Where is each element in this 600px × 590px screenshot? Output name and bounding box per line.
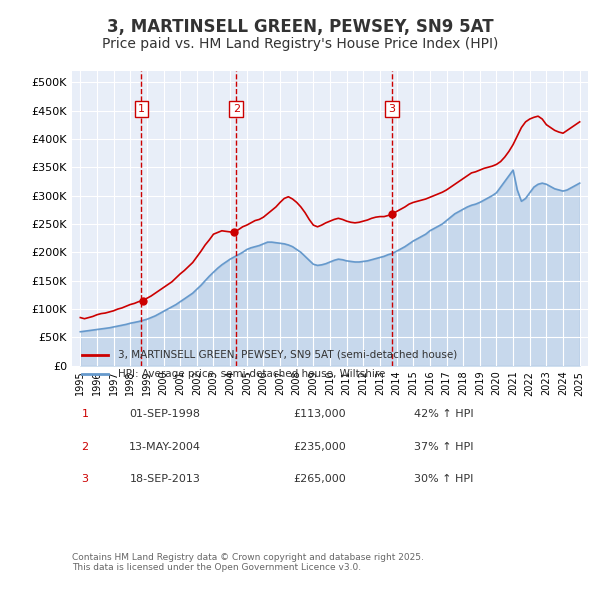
Text: 42% ↑ HPI: 42% ↑ HPI — [414, 409, 473, 419]
Text: HPI: Average price, semi-detached house, Wiltshire: HPI: Average price, semi-detached house,… — [118, 369, 386, 379]
Text: 3, MARTINSELL GREEN, PEWSEY, SN9 5AT: 3, MARTINSELL GREEN, PEWSEY, SN9 5AT — [107, 18, 493, 35]
Text: £235,000: £235,000 — [293, 442, 346, 452]
Text: 3: 3 — [82, 474, 88, 484]
Text: 37% ↑ HPI: 37% ↑ HPI — [414, 442, 473, 452]
Text: Price paid vs. HM Land Registry's House Price Index (HPI): Price paid vs. HM Land Registry's House … — [102, 37, 498, 51]
Text: 2: 2 — [233, 104, 240, 114]
Text: Contains HM Land Registry data © Crown copyright and database right 2025.
This d: Contains HM Land Registry data © Crown c… — [72, 553, 424, 572]
Text: 1: 1 — [82, 409, 88, 419]
Text: £113,000: £113,000 — [293, 409, 346, 419]
Text: 2: 2 — [82, 442, 88, 452]
Text: 30% ↑ HPI: 30% ↑ HPI — [414, 474, 473, 484]
Text: 1: 1 — [138, 104, 145, 114]
Text: 3, MARTINSELL GREEN, PEWSEY, SN9 5AT (semi-detached house): 3, MARTINSELL GREEN, PEWSEY, SN9 5AT (se… — [118, 350, 458, 359]
Text: 13-MAY-2004: 13-MAY-2004 — [129, 442, 201, 452]
Text: 3: 3 — [388, 104, 395, 114]
Text: 18-SEP-2013: 18-SEP-2013 — [130, 474, 200, 484]
Text: 01-SEP-1998: 01-SEP-1998 — [130, 409, 200, 419]
Text: £265,000: £265,000 — [293, 474, 346, 484]
